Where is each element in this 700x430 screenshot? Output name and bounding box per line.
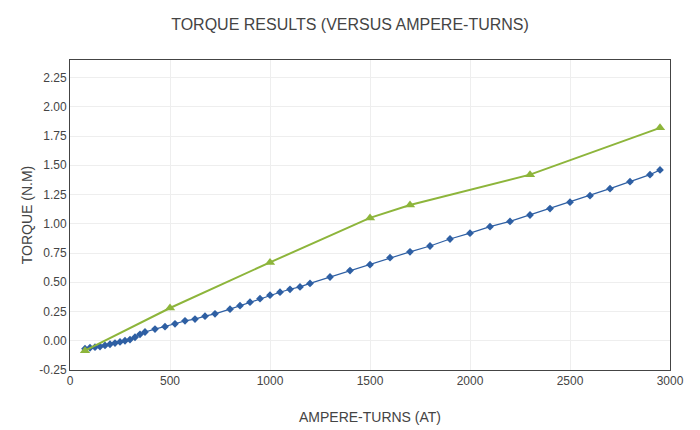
svg-text:2.25: 2.25 bbox=[43, 71, 67, 85]
svg-text:0.25: 0.25 bbox=[43, 305, 67, 319]
svg-text:0.75: 0.75 bbox=[43, 246, 67, 260]
svg-text:0.00: 0.00 bbox=[43, 334, 67, 348]
svg-text:-0.25: -0.25 bbox=[39, 363, 67, 377]
svg-text:3000: 3000 bbox=[657, 374, 684, 388]
svg-text:1.25: 1.25 bbox=[43, 188, 67, 202]
svg-text:2.00: 2.00 bbox=[43, 100, 67, 114]
svg-text:2500: 2500 bbox=[557, 374, 584, 388]
svg-text:1.75: 1.75 bbox=[43, 129, 67, 143]
svg-text:0: 0 bbox=[67, 374, 74, 388]
svg-text:2000: 2000 bbox=[457, 374, 484, 388]
svg-text:TORQUE RESULTS (VERSUS AMPERE-: TORQUE RESULTS (VERSUS AMPERE-TURNS) bbox=[171, 16, 529, 33]
svg-text:AMPERE-TURNS (AT): AMPERE-TURNS (AT) bbox=[299, 409, 441, 425]
svg-text:500: 500 bbox=[160, 374, 180, 388]
svg-text:1.00: 1.00 bbox=[43, 217, 67, 231]
svg-text:1000: 1000 bbox=[257, 374, 284, 388]
svg-text:1.50: 1.50 bbox=[43, 158, 67, 172]
svg-text:0.50: 0.50 bbox=[43, 275, 67, 289]
svg-text:TORQUE (N.M): TORQUE (N.M) bbox=[19, 166, 35, 265]
svg-text:1500: 1500 bbox=[357, 374, 384, 388]
